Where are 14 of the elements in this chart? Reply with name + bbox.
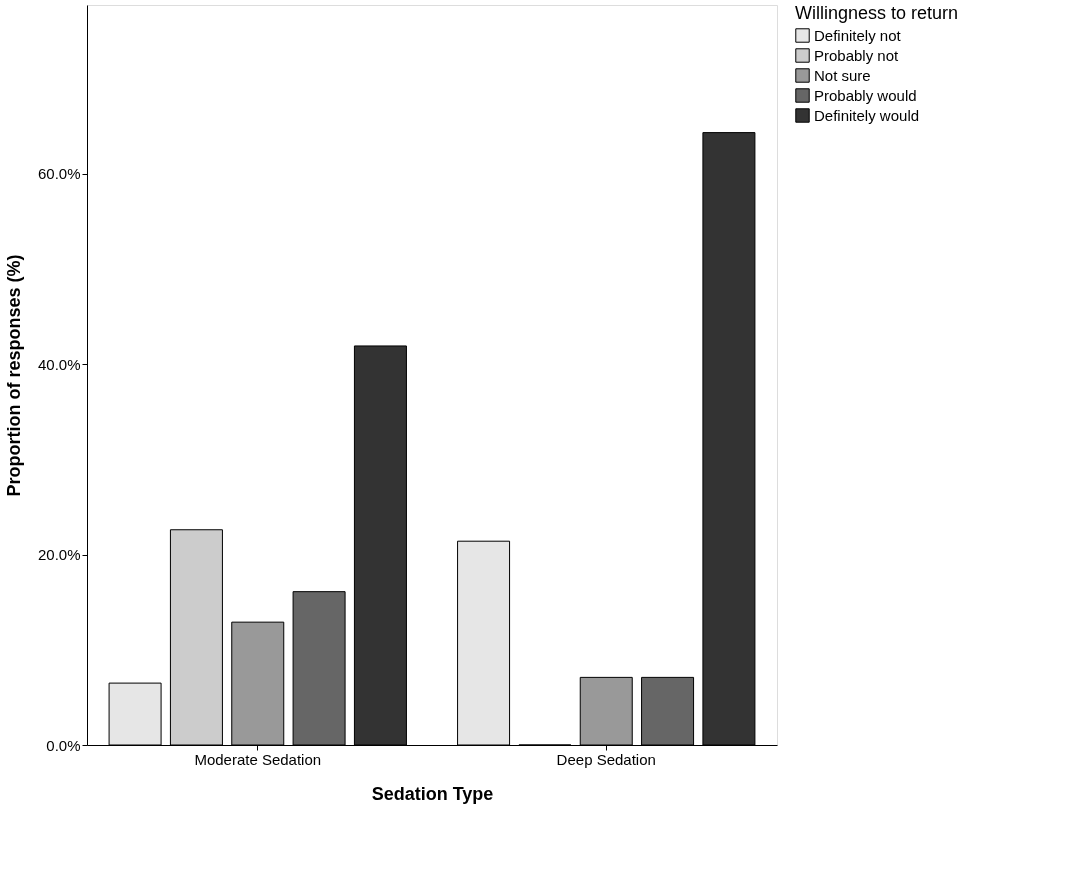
y-tick-label: 40.0%: [37, 355, 81, 373]
x-tick-label: Deep Sedation: [556, 750, 656, 768]
y-axis-title: Proportion of responses (%): [3, 254, 24, 497]
y-tick-label: 20.0%: [37, 546, 81, 564]
legend-label: Not sure: [814, 66, 871, 84]
legend-title: Willingness to return: [795, 3, 959, 23]
y-tick-label: 60.0%: [37, 165, 81, 183]
y-tick-label: 0.0%: [46, 736, 81, 754]
x-tick-label: Moderate Sedation: [194, 750, 322, 768]
legend-label: Probably would: [814, 86, 917, 104]
legend-label: Probably not: [814, 46, 900, 64]
legend-label: Definitely would: [814, 106, 920, 124]
x-axis-title: Sedation Type: [371, 783, 494, 804]
legend-label: Definitely not: [814, 26, 902, 44]
